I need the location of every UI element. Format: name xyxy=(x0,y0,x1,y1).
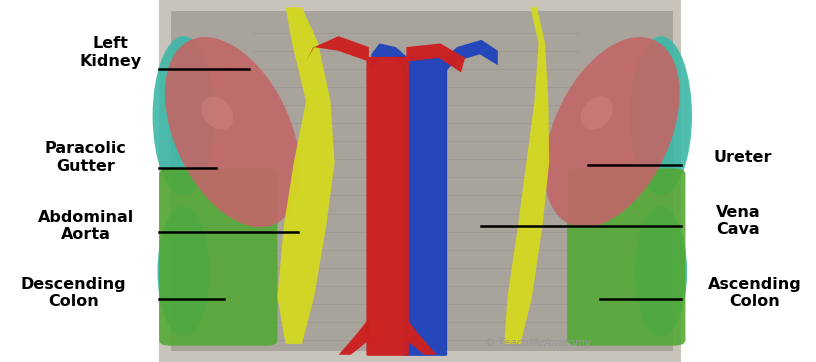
Ellipse shape xyxy=(202,96,233,130)
Polygon shape xyxy=(277,7,335,344)
FancyBboxPatch shape xyxy=(366,57,409,356)
Bar xyxy=(159,0,681,362)
Polygon shape xyxy=(306,36,369,62)
Text: © TeachMeAnatomy: © TeachMeAnatomy xyxy=(486,337,592,348)
Ellipse shape xyxy=(157,206,210,337)
Polygon shape xyxy=(504,7,549,344)
Polygon shape xyxy=(406,43,465,72)
Ellipse shape xyxy=(630,36,692,195)
Polygon shape xyxy=(339,319,369,355)
Ellipse shape xyxy=(153,36,215,195)
Text: Vena
Cava: Vena Cava xyxy=(716,205,761,237)
Text: Ascending
Colon: Ascending Colon xyxy=(708,277,801,310)
Text: Ureter: Ureter xyxy=(713,150,772,165)
FancyBboxPatch shape xyxy=(567,168,685,346)
Text: Descending
Colon: Descending Colon xyxy=(20,277,126,310)
Ellipse shape xyxy=(581,96,613,130)
Text: Left
Kidney: Left Kidney xyxy=(79,36,141,69)
FancyBboxPatch shape xyxy=(403,57,447,356)
Ellipse shape xyxy=(165,37,300,227)
FancyBboxPatch shape xyxy=(159,168,277,346)
Ellipse shape xyxy=(544,37,680,227)
Bar xyxy=(171,11,673,351)
Ellipse shape xyxy=(635,206,687,337)
Polygon shape xyxy=(406,319,437,355)
Text: Paracolic
Gutter: Paracolic Gutter xyxy=(45,141,126,174)
Text: Abdominal
Aorta: Abdominal Aorta xyxy=(38,210,134,243)
Polygon shape xyxy=(445,40,498,72)
Polygon shape xyxy=(371,43,408,72)
